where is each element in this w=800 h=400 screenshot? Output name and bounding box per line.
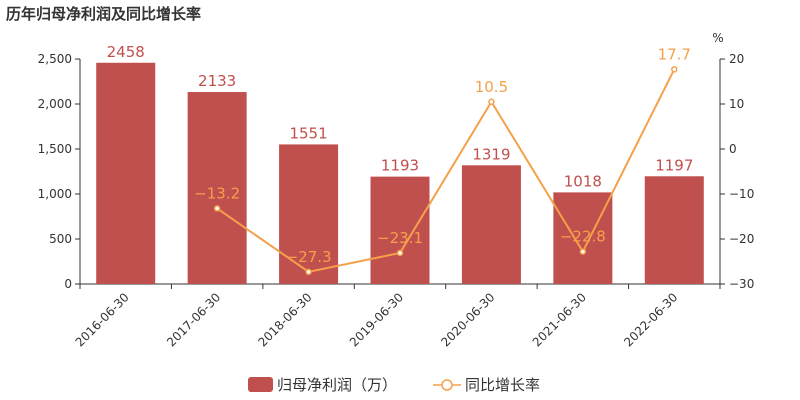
- x-axis-tick-label: 2019-06-30: [347, 290, 406, 349]
- x-axis-tick-label: 2016-06-30: [73, 290, 132, 349]
- bar-value-label: 1319: [472, 145, 510, 163]
- bar: [279, 144, 339, 284]
- left-axis-tick-label: 1,500: [38, 142, 72, 156]
- bar-value-label: 1197: [655, 156, 693, 174]
- left-axis-tick-label: 2,000: [38, 97, 72, 111]
- bar: [96, 62, 156, 284]
- bar: [370, 176, 430, 284]
- line-value-label: −22.8: [560, 228, 606, 246]
- bar: [553, 192, 613, 284]
- right-axis-tick-label: 20: [729, 52, 744, 66]
- line-value-label: −23.1: [377, 229, 423, 247]
- bar-value-label: 2458: [107, 43, 145, 61]
- line-point: [579, 248, 587, 255]
- left-axis-tick-label: 1,000: [38, 187, 72, 201]
- data-labels: 2458 2133 1551 1193 1319 1018 1197 −13.2 −27.3 −2…: [107, 43, 694, 266]
- right-axis-tick-label: 10: [729, 97, 744, 111]
- left-axis-tick-label: 500: [49, 232, 72, 246]
- bar: [461, 165, 521, 284]
- line-value-label: −13.2: [194, 184, 240, 202]
- legend-label-growth: 同比增长率: [465, 376, 540, 394]
- bar-series: [96, 62, 704, 284]
- right-axis-tick-label: −30: [729, 277, 754, 291]
- line-point: [305, 268, 312, 276]
- x-axis-tick-label: 2021-06-30: [530, 290, 589, 349]
- x-axis-tick-label: 2022-06-30: [621, 290, 680, 349]
- line-point: [671, 66, 678, 73]
- legend-label-net-profit: 归母净利润（万）: [277, 376, 397, 394]
- line-point: [488, 98, 495, 105]
- right-axis-unit: %: [712, 31, 723, 45]
- right-axis-tick-label: −10: [729, 187, 754, 201]
- chart-title: 历年归母净利润及同比增长率: [6, 5, 201, 23]
- bar-value-label: 1551: [289, 124, 327, 142]
- bar-value-label: 1193: [381, 157, 419, 175]
- left-axis-tick-label: 2,500: [38, 52, 72, 66]
- right-axis-tick-label: 0: [729, 142, 737, 156]
- right-axis-tick-label: −20: [729, 232, 754, 246]
- x-axis-tick-label: 2020-06-30: [438, 290, 497, 349]
- line-series: [213, 66, 678, 276]
- line-value-label: 17.7: [658, 45, 691, 63]
- growth-line-path: [216, 68, 676, 273]
- bar-value-label: 2133: [198, 72, 236, 90]
- bar: [187, 92, 247, 284]
- line-value-label: 10.5: [475, 78, 508, 96]
- bar: [644, 176, 704, 284]
- line-value-label: −27.3: [286, 248, 332, 266]
- legend-swatch-net-profit: [248, 377, 273, 392]
- x-axis-tick-label: 2017-06-30: [164, 290, 223, 349]
- x-axis-tick-label: 2018-06-30: [255, 290, 314, 349]
- legend: 归母净利润（万） 同比增长率: [248, 376, 540, 394]
- left-axis-tick-label: 0: [64, 277, 72, 291]
- legend-swatch-growth-marker: [441, 379, 453, 391]
- line-point: [396, 249, 404, 257]
- bar-value-label: 1018: [564, 172, 602, 190]
- line-point: [213, 205, 221, 212]
